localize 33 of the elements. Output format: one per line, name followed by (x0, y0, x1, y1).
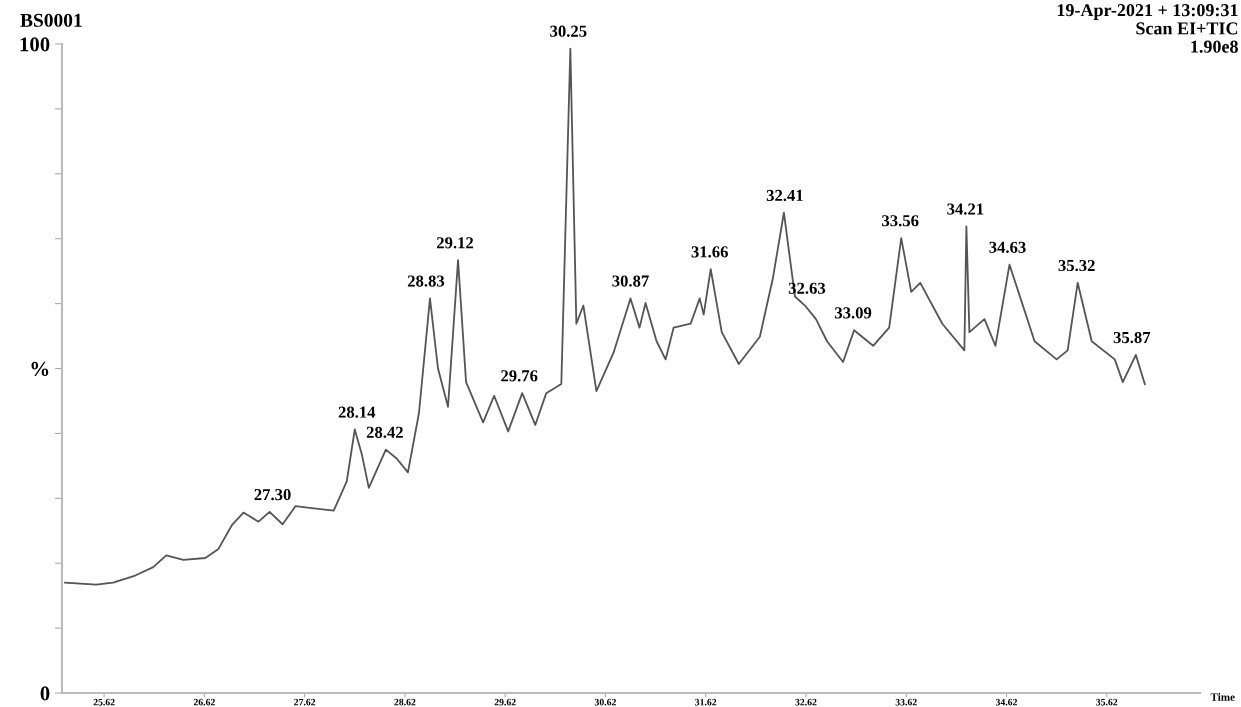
x-tick-label: 27.62 (294, 698, 316, 706)
chart-title: BS0001 (20, 13, 82, 27)
x-tick-label: 32.62 (795, 698, 817, 706)
annotation: 27.30 (254, 488, 291, 501)
annotation: 28.42 (366, 426, 403, 438)
y-tick-label: % (31, 361, 49, 376)
x-tick-label: 33.62 (895, 698, 917, 706)
annotation: 33.56 (882, 215, 919, 227)
x-tick-label: 25.62 (93, 698, 115, 706)
annotation: 33.09 (834, 307, 872, 319)
annotation: 34.63 (989, 241, 1026, 254)
annotation: 31.66 (691, 246, 728, 258)
x-tick-label: 29.62 (494, 698, 516, 706)
annotation: 30.25 (550, 25, 587, 37)
x-tick-label: 30.62 (594, 698, 616, 706)
x-tick-label: 26.62 (193, 698, 215, 706)
annotation: 28.14 (338, 406, 376, 418)
annotation: 19-Apr-2021 + 13:09:31 Scan EI+TIC 1.90e8 (1057, 4, 1238, 53)
y-tick-label: 100 (20, 37, 50, 52)
annotation: 35.32 (1058, 259, 1095, 272)
x-tick-label: 34.62 (995, 698, 1018, 706)
annotation: 32.41 (766, 189, 803, 202)
y-tick-label: 0 (40, 686, 50, 701)
x-tick-label: 35.62 (1096, 698, 1118, 706)
annotation: 30.87 (612, 275, 649, 287)
annotation: 28.83 (407, 275, 445, 287)
x-tick-label: 31.62 (695, 698, 717, 706)
annotation: 35.87 (1113, 331, 1151, 344)
x-tick-label: 28.62 (394, 698, 416, 706)
x-axis-title: Time (1210, 693, 1235, 701)
annotation: 34.21 (947, 203, 984, 215)
annotation: 29.12 (436, 237, 474, 249)
annotation: 29.76 (501, 370, 538, 382)
